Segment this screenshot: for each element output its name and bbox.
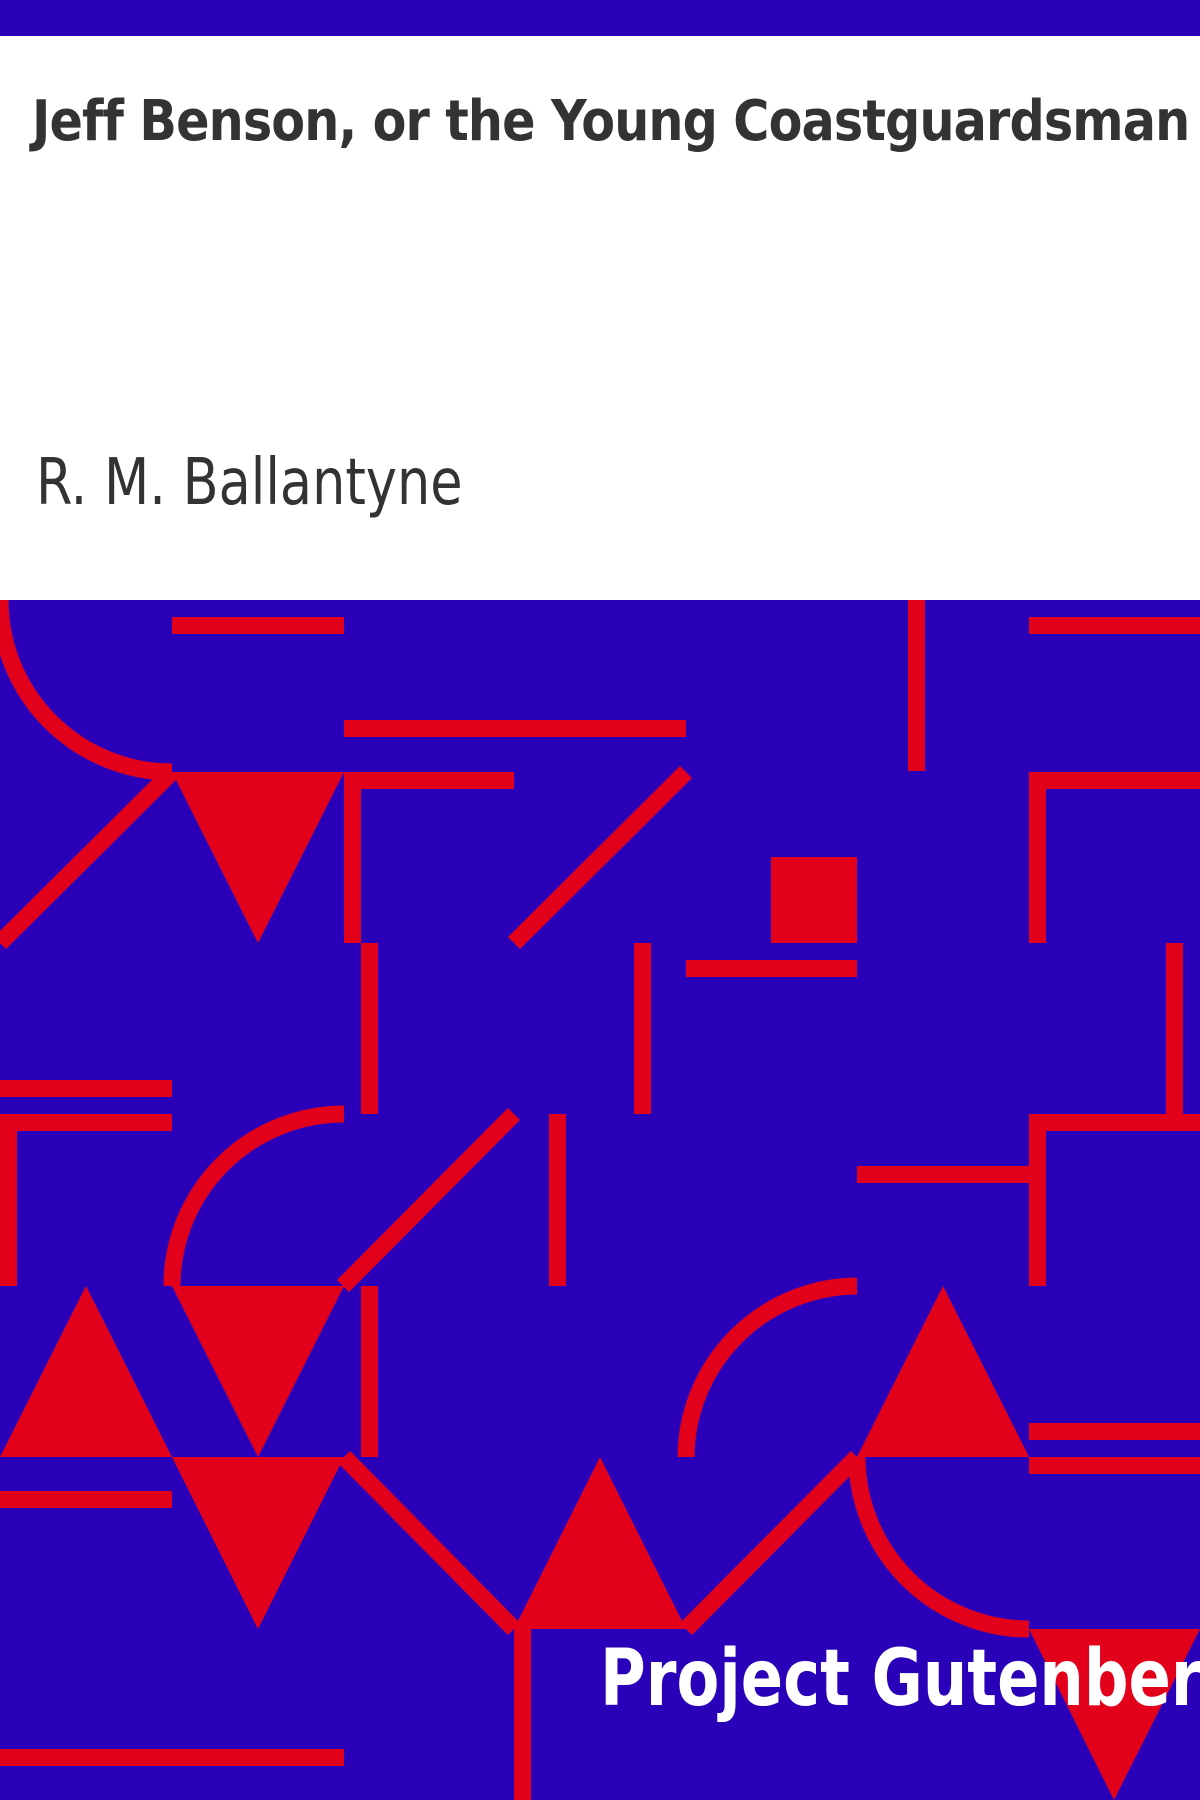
book-title: Jeff Benson, or the Young Coastguardsman [32, 89, 1190, 154]
book-author: R. M. Ballantyne [36, 446, 463, 520]
geometric-pattern-graphic [0, 600, 1200, 1800]
publisher-name: Project Gutenberg [600, 1634, 1200, 1724]
cover-pattern-artwork [0, 600, 1200, 1800]
top-color-band [0, 0, 1200, 36]
